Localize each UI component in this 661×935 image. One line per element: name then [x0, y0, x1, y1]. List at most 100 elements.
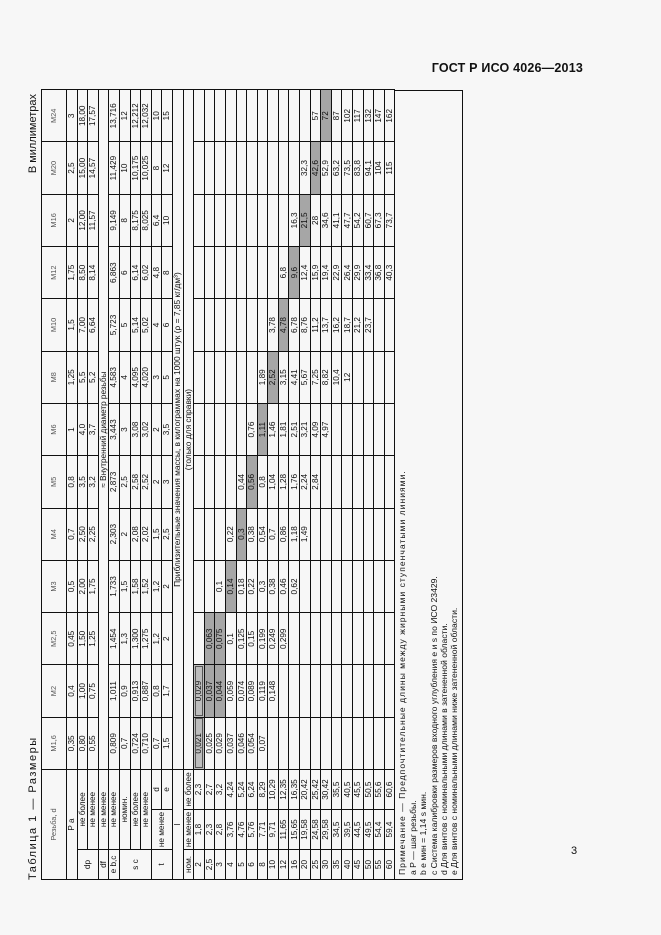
mass-cell — [310, 560, 321, 613]
mass-cell: 0,07 — [257, 717, 268, 770]
value-cell: 0,710 — [140, 717, 152, 770]
value-cell: 0,80 — [77, 717, 88, 770]
mass-cell: 0,46 — [278, 560, 289, 613]
mass-cell: 147 — [373, 89, 385, 142]
mass-cell — [267, 246, 279, 299]
mass-cell — [310, 717, 321, 770]
thread-size-2: M2,5 — [41, 612, 67, 665]
mass-cell — [257, 298, 268, 352]
value-cell: 12 — [161, 141, 173, 195]
length-nom: 55 — [373, 849, 385, 880]
mass-cell — [363, 717, 374, 770]
value-cell: 4 — [151, 298, 162, 352]
mass-cell — [246, 89, 258, 142]
length-max: 35,5 — [331, 769, 342, 810]
value-cell: 1,00 — [77, 664, 88, 718]
mass-cell: 1,28 — [278, 455, 289, 509]
mass-cell: 3,21 — [299, 403, 311, 456]
value-cell: 0,913 — [130, 664, 141, 718]
mass-cell — [204, 455, 215, 509]
length-max: 50,5 — [363, 769, 374, 810]
mass-cell — [257, 246, 268, 299]
value-cell: 11,429 — [108, 141, 120, 195]
param-row: e 1,5 1,7 2 2 2,5 3 3,5 5 6 8 10 12 15 — [161, 89, 173, 880]
mass-cell — [352, 560, 364, 613]
param-footnote: e — [161, 769, 173, 810]
param-row: не менее 0,710 0,887 1,275 1,52 2,02 2,52 3,02 4… — [140, 89, 152, 880]
mass-cell: 0,148 — [267, 664, 279, 718]
mass-cell — [246, 194, 258, 247]
value-cell: 5 — [161, 351, 173, 404]
mass-cell — [384, 351, 395, 404]
mass-cell — [352, 351, 364, 404]
mass-cell — [288, 664, 300, 718]
value-cell: 1,52 — [140, 560, 152, 613]
value-cell: 2 — [161, 560, 173, 613]
mass-cell: 1,76 — [288, 455, 300, 509]
mass-cell — [214, 298, 226, 352]
length-min: 7,71 — [257, 809, 268, 850]
mass-cell: 0,38 — [246, 508, 258, 561]
mass-cell — [225, 455, 236, 509]
mass-cell — [204, 194, 215, 247]
param-name: s c — [119, 849, 152, 880]
value-cell: 1,275 — [140, 612, 152, 665]
mass-cell: 1,81 — [278, 403, 289, 456]
mass-cell: 16,2 — [331, 298, 342, 352]
value-cell: 8,14 — [87, 246, 99, 299]
mass-cell: 60,7 — [363, 194, 374, 247]
mass-cell: 42,6 — [310, 141, 321, 195]
mass-cell: 0,8 — [257, 455, 268, 509]
mass-cell: 0,044 — [214, 664, 226, 718]
mass-cell — [299, 717, 311, 770]
value-cell: 15 — [161, 89, 173, 142]
mass-cell: 0,046 — [236, 717, 247, 770]
param-qualifier: не менее — [87, 769, 99, 850]
mass-cell — [214, 194, 226, 247]
mass-cell: 18,7 — [341, 298, 353, 352]
mass-cell — [384, 455, 395, 509]
mass-cell — [267, 141, 279, 195]
mass-cell — [214, 89, 226, 142]
mass-cell: 117 — [352, 89, 364, 142]
mass-cell: 94,1 — [363, 141, 374, 195]
mass-cell — [214, 141, 226, 195]
value-cell: 1,25 — [66, 351, 78, 404]
value-cell: 12,032 — [140, 89, 152, 142]
mass-cell — [299, 89, 311, 142]
mass-cell — [246, 246, 258, 299]
notes-heading: Примечание — Предпочтительные длины межд… — [397, 470, 408, 875]
length-row: 60 59,4 60,6 40,3 73,7 115 162 — [384, 89, 395, 880]
mass-cell — [236, 403, 247, 456]
mass-cell — [331, 612, 342, 665]
length-row: 6 5,76 6,24 0,054 0,089 0,15 0,22 0,38 0,56 0,76 — [246, 89, 258, 880]
mass-cell — [363, 351, 374, 404]
value-cell: 6 — [119, 246, 131, 299]
mass-cell — [225, 403, 236, 456]
mass-cell — [299, 612, 311, 665]
thread-size-10: M16 — [41, 194, 67, 247]
mass-cell: 0,059 — [225, 664, 236, 718]
length-row: 10 9,71 10,29 0,148 0,249 0,38 0,7 1,04 1,46 2,52… — [267, 89, 279, 880]
length-row: 25 24,58 25,42 2,84 4,09 7,25 11,2 15,9 28 42,6 57 — [310, 89, 321, 880]
mass-cell: 72 — [320, 89, 332, 142]
mass-cell — [267, 717, 279, 770]
mass-cell: 0,119 — [257, 664, 268, 718]
mass-cell — [363, 664, 374, 718]
mass-cell — [257, 194, 268, 247]
length-nom: 5 — [236, 849, 247, 880]
value-cell: 1,5 — [66, 298, 78, 352]
param-qualifier: не менее — [98, 769, 109, 850]
mass-cell — [267, 194, 279, 247]
mass-cell — [204, 403, 215, 456]
value-cell: 6,863 — [108, 246, 120, 299]
length-min: 4,76 — [236, 809, 247, 850]
value-cell: 10 — [161, 194, 173, 247]
mass-cell: 4,97 — [320, 403, 332, 456]
mass-cell: 0,029 — [214, 717, 226, 770]
value-cell: 15,00 — [77, 141, 88, 195]
length-row: 16 15,65 16,35 0,62 1,18 1,76 2,51 4,41 6,78 9,6 1… — [288, 89, 300, 880]
value-cell: 3,2 — [87, 455, 99, 509]
param-name: df — [98, 849, 109, 880]
value-cell: 5,02 — [140, 298, 152, 352]
